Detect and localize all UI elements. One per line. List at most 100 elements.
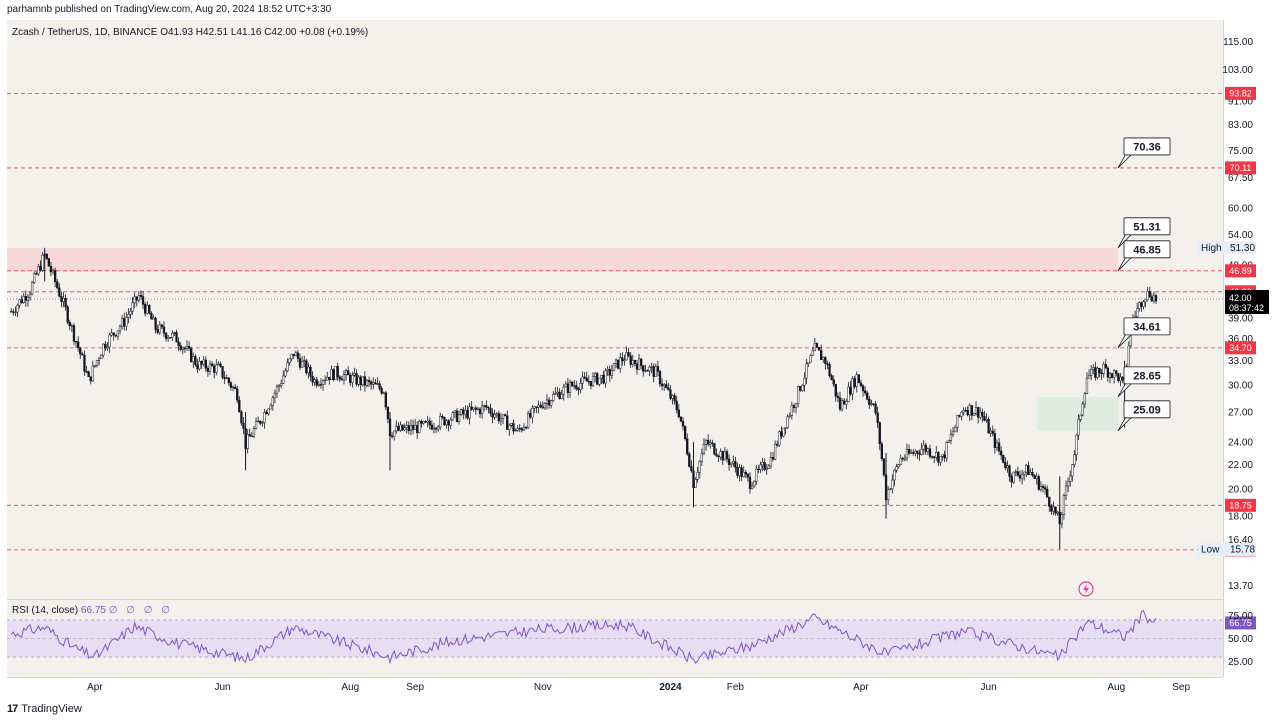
candle-body <box>355 373 358 385</box>
candle-body <box>999 450 1003 456</box>
lightning-icon[interactable] <box>1078 581 1094 597</box>
candle-body <box>162 326 166 334</box>
candle-body <box>658 371 662 385</box>
candle-body <box>506 415 509 430</box>
candle-body <box>409 425 413 431</box>
candle-body <box>453 410 457 413</box>
candle-body <box>968 405 971 416</box>
candle-body <box>24 295 27 301</box>
candle-body <box>899 458 902 465</box>
candle-body <box>742 472 745 478</box>
candle-body <box>112 332 115 336</box>
candle-body <box>424 421 427 423</box>
candle-body <box>349 374 352 383</box>
candle-body <box>298 358 302 368</box>
candle-body <box>223 377 226 379</box>
candle-body <box>694 479 697 488</box>
price-callout: 34.61 <box>1117 317 1171 349</box>
candle-body <box>344 370 348 376</box>
candle-body <box>300 361 304 368</box>
current-price-label: 42.00 <box>1229 293 1252 303</box>
candle-body <box>164 332 168 339</box>
candle-body <box>753 480 756 487</box>
candles-layer <box>10 247 1158 550</box>
candle-body <box>748 476 752 489</box>
candle-body <box>822 357 825 360</box>
candle-body <box>1035 476 1038 479</box>
candle-body <box>108 334 111 348</box>
candle-body <box>167 337 170 339</box>
candle-body <box>430 424 434 430</box>
candle-body <box>20 299 23 304</box>
candle-body <box>321 380 325 386</box>
candle-body <box>503 414 507 416</box>
candle-body <box>614 359 618 364</box>
candle-body <box>1064 485 1068 496</box>
candle-body <box>45 253 48 259</box>
candle-body <box>826 363 829 365</box>
candle-body <box>501 414 505 420</box>
candle-body <box>135 296 138 301</box>
candle-body <box>868 399 871 405</box>
rsi-legend[interactable]: RSI (14, close) 66.75 ∅ ∅ ∅ ∅ <box>12 605 173 616</box>
rsi-current-badge <box>1225 616 1256 630</box>
callout-box <box>1123 400 1171 419</box>
candle-body <box>158 324 161 333</box>
price-tick-label: 13.70 <box>1228 581 1253 592</box>
candle-body <box>947 440 950 443</box>
candle-body <box>485 405 488 408</box>
candle-body <box>711 442 714 444</box>
candle-body <box>342 374 346 381</box>
candle-body <box>895 466 898 471</box>
candle-body <box>217 363 220 366</box>
candle-body <box>370 381 373 385</box>
candle-body <box>1069 475 1072 482</box>
footer-brand[interactable]: 17 TradingView <box>7 703 82 715</box>
candle-body <box>141 296 145 305</box>
candle-body <box>418 420 421 434</box>
candle-body <box>700 453 704 462</box>
candle-body <box>386 406 390 420</box>
candle-body <box>951 431 955 435</box>
candle-body <box>154 317 157 330</box>
candle-body <box>436 426 440 430</box>
candle-body <box>26 296 30 301</box>
callout-label: 70.36 <box>1133 141 1161 153</box>
candle-body <box>646 370 649 372</box>
candle-body <box>510 423 513 426</box>
candle-body <box>882 458 886 476</box>
candle-body <box>346 370 350 376</box>
candle-body <box>83 354 86 372</box>
candle-body <box>619 357 622 369</box>
candle-body <box>215 364 218 373</box>
candle-body <box>466 410 469 419</box>
candle-body <box>443 417 446 426</box>
candle-body <box>472 407 475 410</box>
candle-body <box>332 369 335 380</box>
callouts-layer: 70.36 51.31 46.85 34.61 28.65 25.09 <box>1117 137 1171 432</box>
candle-body <box>137 295 141 301</box>
candle-body <box>1140 302 1143 307</box>
candle-body <box>537 404 540 408</box>
candle-body <box>1050 506 1053 512</box>
candle-body <box>556 391 559 394</box>
candle-body <box>1004 462 1007 469</box>
candle-body <box>353 373 356 376</box>
candle-body <box>861 385 865 392</box>
candle-body <box>550 400 553 406</box>
candle-body <box>1096 367 1099 378</box>
callout-box <box>1123 366 1171 385</box>
candle-body <box>976 407 980 418</box>
candle-body <box>1031 472 1034 476</box>
candle-body <box>1079 414 1082 420</box>
candle-body <box>872 403 875 405</box>
time-axis[interactable]: Apr Jun Aug Sep Nov 2024 Feb Apr Jun Aug Sep <box>87 682 1190 693</box>
candle-body <box>933 456 936 458</box>
candle-body <box>633 360 637 364</box>
time-tick-label: Feb <box>727 682 745 693</box>
candle-body <box>863 390 867 394</box>
candle-body <box>169 337 172 339</box>
candle-body <box>1152 295 1156 302</box>
symbol-legend[interactable]: Zcash / TetherUS, 1D, BINANCE O41.93 H42… <box>12 27 368 38</box>
